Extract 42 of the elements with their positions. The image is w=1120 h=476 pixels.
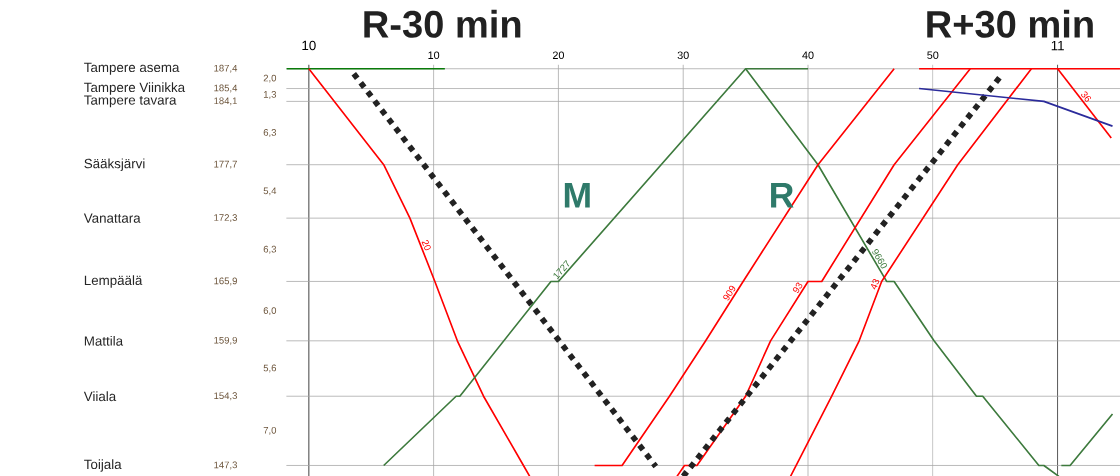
text: 43 [871,278,880,290]
x2-tick-label: 11 [1051,40,1064,50]
text: R+30 min [927,9,1093,38]
text: Sääksjärvi [84,158,145,171]
text: Tampere asema [84,62,180,75]
text: 7,0 [263,426,277,435]
text: Vanattara [83,213,141,223]
text: Tampere Viinikka [84,82,186,95]
x-tick-label: 40 [802,51,814,59]
text: 909 [723,285,736,301]
text: R-30 min [364,9,521,38]
text: 36 [1081,91,1091,102]
y-tick-label: 172,3 [214,214,237,222]
text: 5,6 [263,364,277,373]
annotation: M [564,182,590,208]
text: 2,0 [263,74,277,83]
text: 93 [792,282,803,293]
y-tick-label: 147,3 [214,461,237,470]
y-tick-label: 187,4 [214,64,238,73]
y-tick-label: 165,9 [214,277,237,286]
text: 5,4 [263,187,277,196]
y-tick-label: 185,4 [214,84,238,93]
annotation: R [771,182,794,208]
y-tick-label: 177,7 [214,160,237,169]
y-tick-label: 159,9 [214,336,237,345]
text: Lempäälä [84,275,143,288]
text: Mattila [84,335,124,346]
text: Tampere tavara [84,95,177,108]
y-tick-label: 154,3 [214,392,237,400]
x-tick-label: 10 [428,51,440,59]
x-tick-label: 30 [677,51,689,59]
text: 1,3 [263,90,277,99]
text: 6,3 [263,128,277,137]
text: Viiala [83,391,117,401]
y-tick-label: 184,1 [214,97,237,106]
x-tick-label: 20 [552,51,564,59]
text: 20 [421,239,431,251]
x2-tick-label: 10 [302,40,316,50]
text: Toijala [84,459,122,472]
x-tick-label: 50 [927,51,939,59]
text: 6,0 [263,307,277,315]
text: 6,3 [263,245,277,254]
